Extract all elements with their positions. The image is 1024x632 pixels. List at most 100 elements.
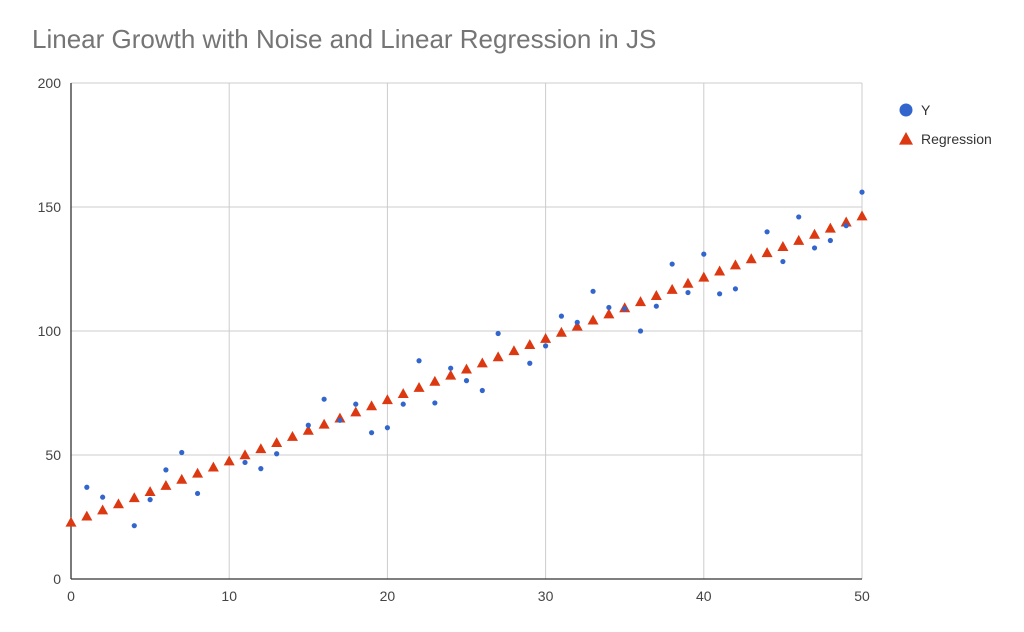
regression-point (192, 467, 204, 478)
regression-point (777, 241, 789, 251)
regression-point (856, 210, 868, 221)
regression-point (714, 265, 726, 276)
data-point (843, 223, 849, 229)
data-point (717, 291, 723, 297)
regression-point (429, 375, 441, 386)
y-tick-label: 0 (53, 571, 61, 587)
regression-point (381, 394, 393, 405)
regression-point (286, 430, 298, 441)
data-point (384, 425, 390, 431)
legend[interactable]: Y Regression (899, 102, 992, 147)
regression-point (587, 314, 599, 325)
data-point (653, 303, 659, 309)
data-point (416, 358, 422, 364)
regression-point (555, 326, 567, 337)
regression-point (112, 498, 124, 509)
x-tick-label: 50 (854, 588, 870, 604)
data-point (479, 387, 485, 394)
regression-point (840, 216, 852, 227)
data-point (637, 328, 644, 334)
data-point (100, 494, 106, 500)
data-point (242, 459, 248, 466)
data-point (321, 396, 327, 402)
regression-point (809, 228, 821, 239)
regression-point (508, 345, 520, 356)
regression-point (824, 222, 836, 233)
regression-point (540, 332, 552, 343)
data-point (179, 449, 185, 456)
regression-point (350, 406, 362, 417)
regression-point (729, 259, 741, 270)
regression-point (461, 363, 472, 374)
data-point (732, 286, 739, 292)
regression-point (761, 247, 773, 258)
regression-point (81, 510, 93, 521)
regression-point (239, 449, 251, 460)
y-tick-label: 150 (38, 199, 62, 215)
data-point (353, 401, 359, 407)
data-point (590, 288, 596, 294)
x-tick-label: 0 (67, 588, 75, 604)
regression-point (128, 492, 140, 503)
data-point (432, 400, 438, 406)
data-point (305, 422, 311, 428)
data-point (400, 401, 406, 407)
tick-labels: 0 10 20 30 40 50 0 50 100 150 200 (38, 75, 870, 604)
regression-point (682, 277, 694, 288)
legend-item-y[interactable]: Y (899, 102, 932, 118)
legend-item-regression[interactable]: Regression (899, 131, 992, 147)
data-point (448, 365, 454, 371)
regression-point (397, 388, 409, 398)
data-point (859, 189, 865, 195)
regression-point (366, 400, 378, 411)
x-tick-label: 10 (221, 588, 237, 604)
regression-point (476, 357, 488, 368)
data-point (764, 229, 770, 235)
regression-point (698, 271, 710, 282)
plot-area (65, 189, 868, 529)
regression-point (144, 486, 156, 496)
data-point (258, 466, 264, 472)
regression-point (413, 381, 425, 392)
regression-point (635, 296, 647, 307)
regression-point (160, 479, 172, 490)
data-point (131, 523, 137, 529)
regression-point (571, 320, 583, 331)
data-point (274, 451, 280, 457)
y-tick-label: 200 (38, 75, 62, 91)
chart-title: Linear Growth with Noise and Linear Regr… (32, 24, 657, 54)
regression-point (318, 418, 330, 429)
regression-point (255, 443, 267, 454)
data-point (194, 490, 201, 497)
regression-point (603, 308, 615, 319)
data-point (495, 330, 501, 337)
x-tick-label: 40 (696, 588, 712, 604)
data-point (827, 237, 833, 244)
data-point (558, 313, 565, 319)
y-tick-label: 100 (38, 323, 62, 339)
legend-label: Regression (921, 131, 992, 147)
data-point (84, 484, 90, 490)
legend-circle-icon (899, 103, 913, 117)
legend-triangle-icon (899, 132, 913, 145)
regression-point (445, 369, 457, 380)
data-point (669, 261, 675, 267)
data-point (543, 343, 549, 349)
data-point (701, 251, 707, 257)
regression-point (793, 234, 805, 245)
axes (70, 83, 862, 580)
regression-point (745, 253, 757, 264)
data-point (463, 378, 470, 384)
regression-point (65, 516, 77, 527)
legend-label: Y (921, 102, 931, 118)
regression-point (302, 424, 314, 435)
regression-point (176, 473, 188, 484)
data-point (147, 497, 153, 503)
y-tick-label: 50 (45, 447, 61, 463)
data-point (796, 214, 802, 220)
data-point (606, 304, 612, 311)
regression-point (666, 283, 678, 294)
regression-point (207, 461, 219, 472)
regression-point (334, 412, 346, 423)
